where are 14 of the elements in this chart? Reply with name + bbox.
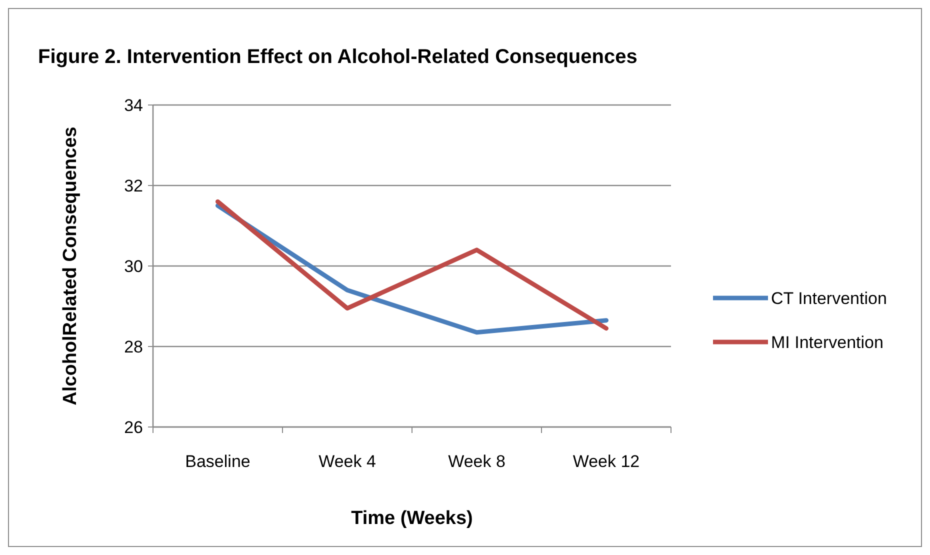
y-tick-label: 26	[124, 418, 143, 437]
y-tick-label: 30	[124, 256, 143, 276]
y-axis-title: AlcoholRelated Consequences	[60, 126, 81, 406]
x-tick-label: Week 4	[318, 452, 376, 471]
legend-label: MI Intervention	[771, 332, 884, 352]
y-tick-label: 28	[124, 337, 143, 356]
chart-title: Figure 2. Intervention Effect on Alcohol-Related Consequences	[38, 46, 638, 68]
x-tick-label: Week 12	[572, 452, 640, 471]
legend-label: CT Intervention	[771, 288, 887, 308]
y-tick-label: 32	[124, 176, 143, 196]
x-tick-label: Week 8	[448, 452, 506, 471]
x-tick-label: Baseline	[185, 452, 250, 471]
x-axis-title: Time (Weeks)	[351, 508, 473, 529]
y-tick-label: 34	[124, 96, 143, 115]
